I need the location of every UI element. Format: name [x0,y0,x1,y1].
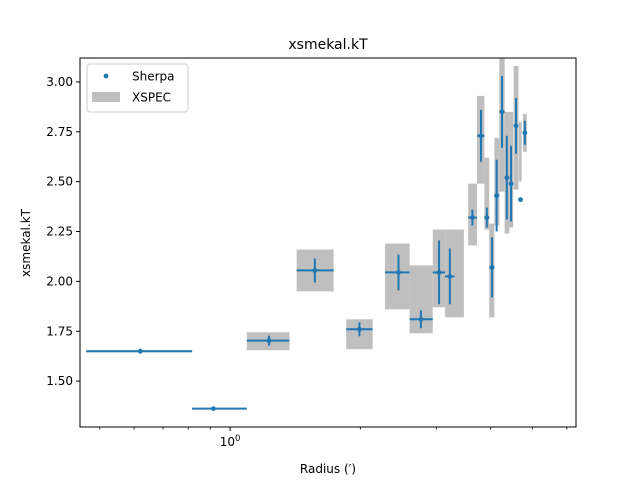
sherpa-marker-7 [418,316,424,322]
y-tick-label-4: 2.25 [46,225,73,239]
sherpa-marker-4 [312,268,318,273]
sherpa-point-15 [499,75,505,148]
legend-marker-sherpa [103,73,109,79]
xspec-box-7 [409,265,433,334]
sherpa-marker-8 [436,270,442,275]
sherpa-marker-18 [513,123,519,129]
sherpa-point-3 [246,335,290,346]
xspec-box-12 [484,157,490,230]
sherpa-marker-9 [447,274,453,279]
sherpa-marker-14 [494,193,500,199]
sherpa-point-6 [384,254,410,291]
sherpa-marker-13 [489,265,495,270]
sherpa-marker-16 [504,175,510,181]
y-tick-label-3: 2.00 [46,274,73,288]
sherpa-point-1 [86,348,193,354]
y-tick-label-2: 1.75 [46,324,73,338]
sherpa-marker-12 [484,215,490,220]
sherpa-marker-6 [396,270,401,275]
x-axis-label: Radius (′) [300,462,356,476]
legend: Sherpa XSPEC [86,63,189,113]
sherpa-marker-2 [210,406,216,412]
sherpa-marker-10 [469,215,475,220]
sherpa-point-5 [346,322,373,337]
y-axis-label: xsmekal.kT [19,208,33,277]
sherpa-point-17 [508,145,514,222]
sherpa-marker-19 [518,197,523,203]
xspec-box-6 [384,243,410,310]
y-tick-label-5: 2.50 [46,175,73,189]
sherpa-point-2 [192,406,247,412]
sherpa-point-20 [522,120,528,145]
sherpa-marker-20 [522,130,528,136]
sherpa-point-13 [489,237,495,298]
sherpa-point-12 [484,207,490,228]
y-tick-label-7: 3.00 [46,75,73,89]
sherpa-point-18 [513,97,519,154]
sherpa-marker-11 [478,133,484,139]
y-tick-label-6: 2.75 [46,125,73,139]
legend-label-xspec: XSPEC [132,91,171,105]
sherpa-marker-5 [357,326,362,332]
sherpa-point-10 [468,209,477,226]
sherpa-marker-3 [266,338,272,344]
sherpa-marker-17 [508,181,514,187]
plot-frame [79,57,577,428]
sherpa-marker-1 [137,348,143,354]
chart-title: xsmekal.kT [288,37,368,53]
sherpa-point-11 [476,109,485,162]
legend-label-sherpa: Sherpa [132,70,175,84]
sherpa-point-7 [409,310,433,329]
y-tick-label-1: 1.50 [46,374,73,388]
xspec-box-9 [445,229,464,318]
sherpa-point-9 [445,248,455,305]
sherpa-point-4 [296,258,334,283]
sherpa-point-14 [494,159,500,232]
sherpa-point-8 [432,240,446,305]
sherpa-point-19 [518,197,523,203]
y-axis: 1.50 1.75 2.00 2.25 2.50 2.75 3.00 [46,75,80,388]
xspec-box-19 [518,121,522,182]
legend-marker-xspec [92,92,120,102]
sherpa-errorbar-layer [86,75,528,412]
sherpa-point-16 [504,135,510,220]
sherpa-marker-15 [499,109,505,115]
